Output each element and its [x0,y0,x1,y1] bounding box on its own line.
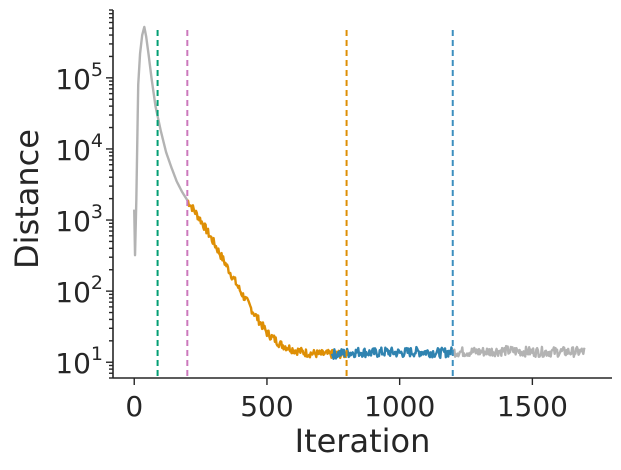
y-tick-label: 102 [55,272,103,309]
plot-area [133,25,586,378]
series-line-4 [451,344,586,358]
y-tick-label: 103 [55,201,103,238]
series-line-3 [330,345,454,360]
x-tick-label: 500 [240,390,293,423]
y-tick-label: 104 [55,130,103,167]
series-line-1 [133,25,189,257]
y-axis-label: Distance [8,129,46,269]
y-tick-label: 105 [55,59,103,96]
y-axis-ticks: 101 102 103 104 105 [55,9,113,380]
x-tick-label: 0 [125,390,143,423]
y-tick-label: 101 [55,343,103,380]
series-line-2 [186,199,347,360]
x-axis-label: Iteration [295,422,431,460]
x-axis-ticks: 0 500 1000 1500 [125,378,568,423]
x-tick-label: 1000 [364,390,435,423]
x-tick-label: 1500 [497,390,568,423]
